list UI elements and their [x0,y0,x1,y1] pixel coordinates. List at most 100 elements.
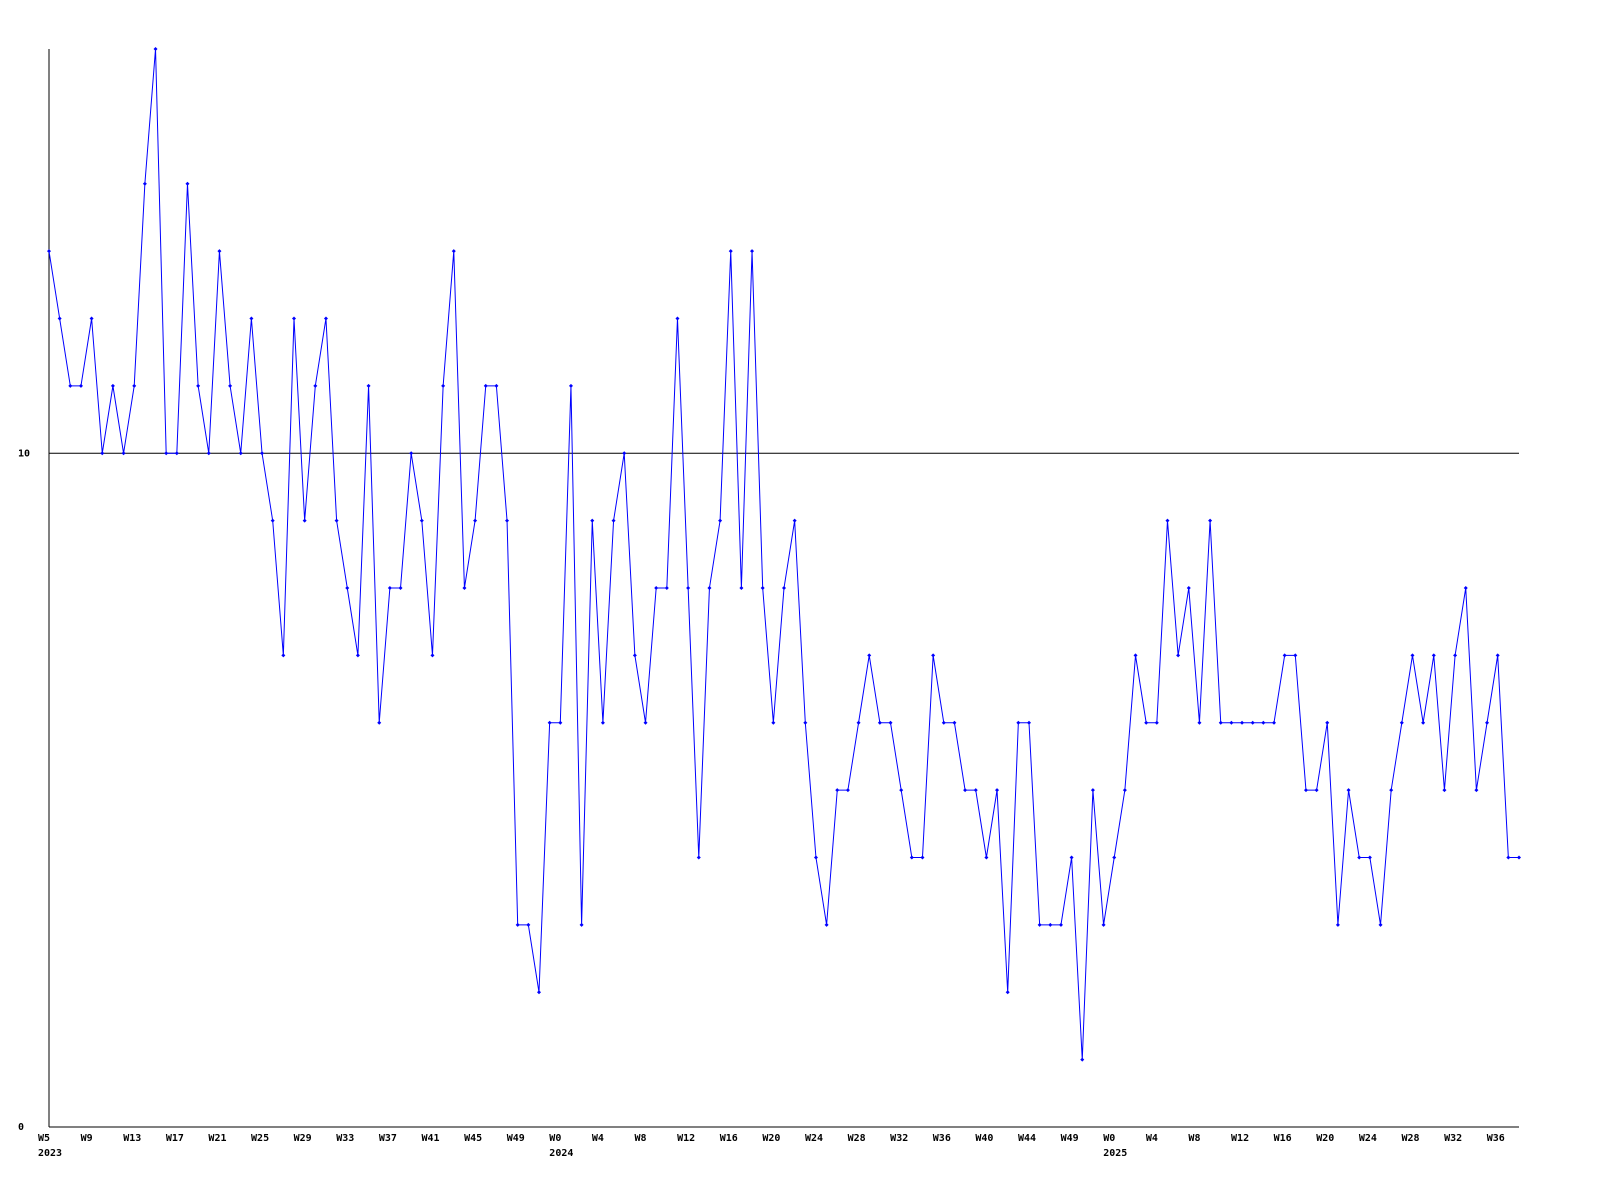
x-tick-label: W12 [1231,1133,1250,1144]
data-point [366,383,371,388]
data-point [600,720,605,725]
y-tick-label: 10 [18,448,30,459]
x-tick-label: W49 [506,1133,525,1144]
data-line [48,48,1519,1060]
data-point [1442,788,1447,793]
data-point [1229,720,1234,725]
data-point [1101,922,1106,927]
data-point [931,653,936,658]
data-point [57,316,62,321]
data-point [174,451,179,456]
data-point [995,788,1000,793]
data-point [1176,653,1181,658]
data-point [89,316,94,321]
x-tick-label: W24 [1358,1133,1377,1144]
data-point [1506,855,1511,860]
data-point [664,586,669,590]
data-point [1240,720,1245,725]
data-point [728,249,733,254]
data-point [1154,720,1159,725]
x-tick-label: W28 [847,1133,866,1144]
x-tick-label: W44 [1018,1133,1037,1144]
data-point [451,249,456,254]
data-point [686,586,691,590]
x-tick-label: W28 [1401,1133,1420,1144]
data-point [1186,586,1191,590]
data-point [973,788,978,793]
x-tick-label: W13 [123,1133,142,1144]
data-point [760,586,765,590]
data-point [515,922,520,927]
data-point [877,720,882,725]
data-point [292,316,296,321]
data-point [1293,653,1298,658]
data-point [643,720,648,725]
data-point [1016,720,1021,725]
x-tick-label: W45 [464,1133,483,1144]
x-tick-label: W0 2025 [1103,1133,1128,1159]
data-point [941,720,946,725]
data-point [899,788,904,793]
x-tick-label: W5 2023 [38,1133,63,1159]
data-point [505,518,510,523]
data-point [1058,922,1063,927]
data-point [387,586,392,590]
x-tick-label: W32 [1444,1133,1463,1144]
data-point [1261,720,1266,725]
data-point [1090,788,1095,793]
data-point [1197,720,1202,725]
data-point [558,720,563,725]
data-point [1463,586,1468,590]
data-point [1144,720,1149,725]
data-point [771,720,776,725]
data-point [867,653,872,658]
x-tick-label: W4 [591,1133,604,1144]
data-point [409,451,414,456]
data-point [334,518,339,523]
data-point [568,383,573,388]
data-point [1069,855,1074,860]
data-point [1208,518,1213,523]
x-tick-label: W24 [804,1133,824,1144]
data-point [78,383,83,388]
data-point [1027,720,1031,725]
x-tick-label: W16 [1273,1133,1292,1144]
x-tick-label: W33 [336,1133,355,1144]
x-tick-label: W40 [975,1133,994,1144]
data-point [238,451,243,456]
data-point [718,518,723,523]
x-tick-label: W32 [890,1133,909,1144]
data-point [249,316,254,321]
x-tick-label: W4 [1145,1133,1158,1144]
data-point [483,383,488,388]
x-tick-label: W20 [762,1133,781,1144]
data-point [185,181,190,186]
data-point [803,720,808,725]
data-point [952,720,957,725]
data-point [1453,653,1458,658]
x-tick-label: W12 [677,1133,696,1144]
data-point [196,383,201,388]
data-point [1389,788,1394,793]
data-point [920,855,925,860]
data-point [217,249,222,254]
data-point [792,518,797,523]
data-point [377,720,382,725]
data-point [888,720,893,725]
data-point [1218,720,1223,725]
data-point [835,788,840,793]
data-point [345,586,350,590]
data-point [323,316,328,321]
data-point [1005,990,1010,995]
data-point [313,383,318,388]
data-point [750,249,755,254]
x-tick-label: W16 [719,1133,738,1144]
data-point [1133,653,1138,658]
data-point [1080,1057,1085,1062]
data-point [782,586,786,590]
data-point [1037,922,1042,927]
data-point [1122,788,1127,793]
data-point [1272,720,1276,725]
data-point [110,383,115,388]
